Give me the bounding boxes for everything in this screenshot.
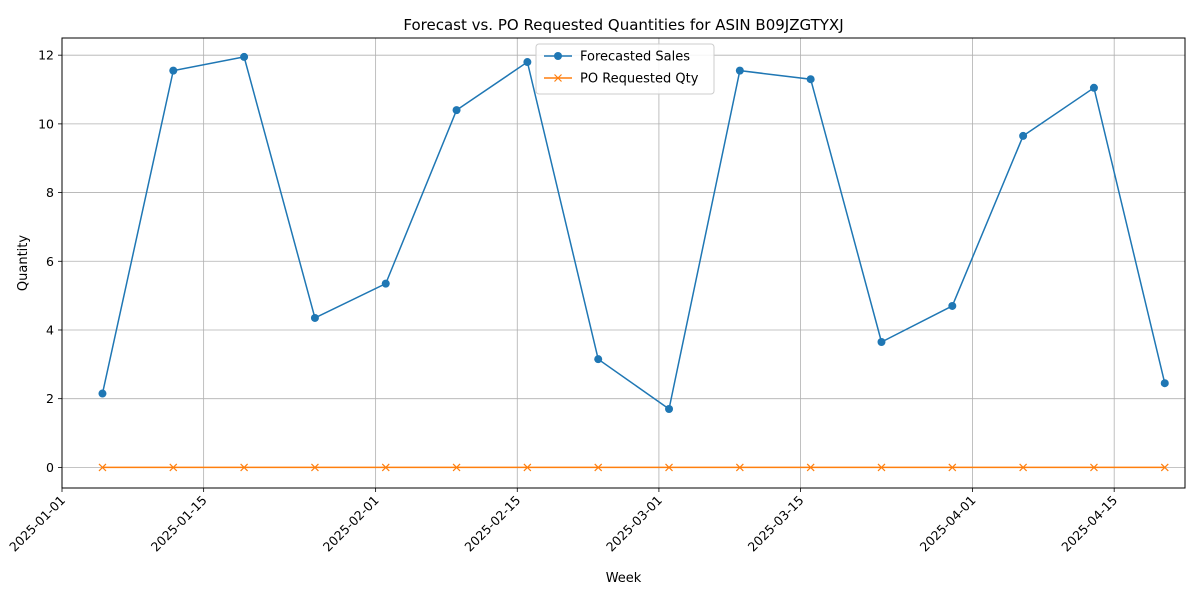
data-point (877, 463, 886, 472)
series-0 (98, 52, 1169, 413)
y-tick-label: 4 (46, 322, 54, 337)
legend: Forecasted Sales PO Requested Qty (535, 43, 715, 95)
series-line (101, 56, 1166, 411)
data-point (594, 355, 603, 364)
y-axis-label: Quantity (16, 235, 31, 291)
data-point (665, 463, 673, 472)
y-tick-label: 12 (38, 48, 54, 63)
legend-marker (554, 74, 562, 82)
series-layer (98, 52, 1169, 472)
data-point (735, 66, 744, 75)
plot-frame (61, 37, 1186, 489)
data-point (806, 75, 815, 84)
data-point (594, 463, 603, 472)
chart-title: Forecast vs. PO Requested Quantities for… (403, 16, 843, 34)
legend-item: PO Requested Qty (544, 72, 699, 87)
data-point (310, 313, 319, 322)
data-point (523, 463, 532, 472)
legend-item: Forecasted Sales (544, 50, 690, 65)
data-point (877, 338, 886, 347)
data-point (169, 66, 178, 75)
data-point (452, 463, 461, 472)
data-point (1160, 463, 1169, 472)
y-tick-label: 8 (46, 185, 54, 200)
y-tick-label: 0 (46, 460, 54, 475)
data-point (381, 279, 390, 288)
series-1 (98, 463, 1169, 472)
data-point (948, 463, 957, 472)
legend-label: Forecasted Sales (580, 50, 690, 65)
y-tick-label: 2 (46, 391, 54, 406)
data-point (169, 463, 178, 472)
data-point (98, 389, 107, 398)
x-axis-label: Week (606, 571, 642, 586)
data-point (665, 404, 674, 413)
data-point (240, 52, 249, 61)
y-axis: 0 2 4 6 8 10 12 (38, 48, 62, 475)
y-tick-label: 6 (46, 254, 54, 269)
data-point (948, 301, 957, 310)
data-point (240, 463, 249, 472)
legend-box (535, 43, 715, 95)
data-point (523, 58, 532, 67)
data-point (452, 106, 461, 115)
data-point (381, 463, 390, 472)
data-point (735, 463, 744, 472)
data-point (311, 463, 319, 472)
legend-label: PO Requested Qty (580, 72, 699, 87)
data-point (1160, 379, 1169, 388)
data-point (1019, 463, 1028, 472)
data-point (1090, 463, 1098, 472)
data-point (1019, 131, 1028, 140)
data-point (1089, 83, 1098, 92)
data-point (98, 463, 107, 472)
y-tick-label: 10 (38, 116, 54, 131)
data-point (806, 463, 815, 472)
legend-marker (554, 52, 562, 60)
